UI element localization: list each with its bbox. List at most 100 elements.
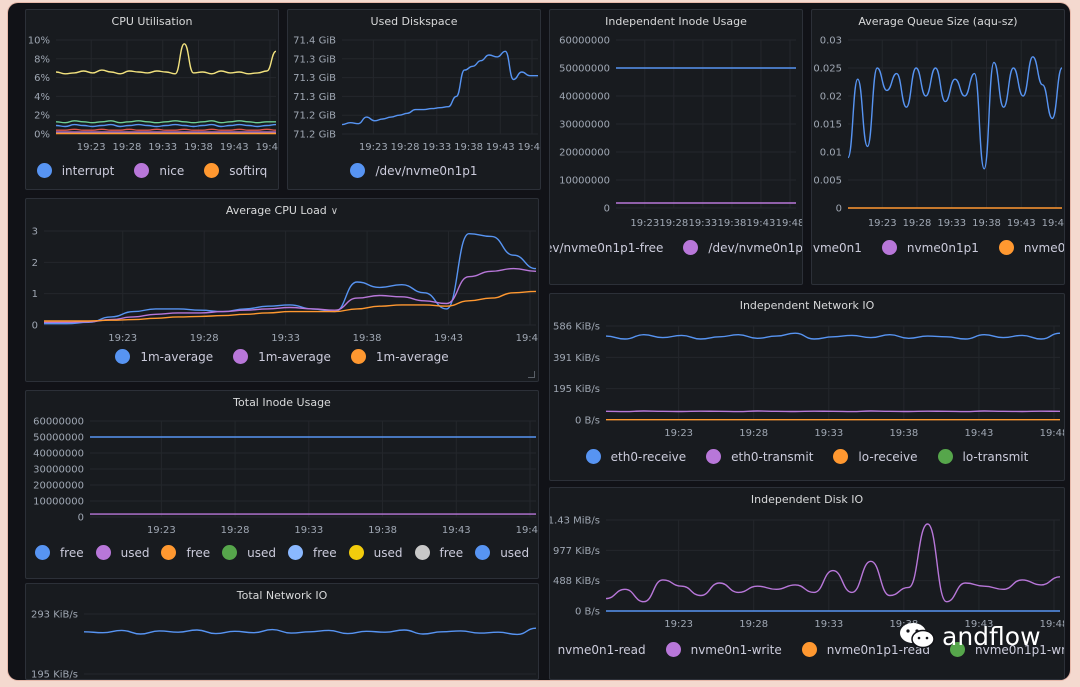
legend-item[interactable]: used: [475, 545, 529, 560]
legend-item[interactable]: /dev/nvme0n1p1-used: [683, 240, 802, 255]
wechat-icon: [900, 623, 935, 649]
y-tick-label: 0.02: [820, 92, 842, 103]
panel-title[interactable]: Independent Inode Usage: [550, 15, 802, 28]
panel-totinode[interactable]: Total Inode Usage 60000000 50000000 4000000…: [25, 390, 539, 579]
chart-totinode[interactable]: 60000000 50000000 40000000 30000000 20000000…: [26, 391, 539, 579]
x-tick-label: 19:28: [391, 142, 420, 153]
y-tick-label: 30000000: [559, 120, 610, 131]
legend-label: interrupt: [61, 163, 115, 178]
panel-avgload[interactable]: Average CPU Load ∨ 3 2 1 0 19:23 19:28 19:33 19:3…: [25, 198, 539, 382]
chart-indisk[interactable]: 1.43 MiB/s 977 KiB/s 488 KiB/s 0 B/s 19:23 19…: [550, 488, 1065, 680]
series-line-0: [44, 232, 537, 325]
x-tick-label: 19:38: [718, 218, 747, 229]
y-tick-label: 0%: [34, 130, 50, 141]
resize-handle[interactable]: [528, 371, 535, 378]
legend-label: free: [313, 545, 337, 560]
panel-cpu[interactable]: CPU Utilisation 10% 8% 6% 4% 2% 0% 19:23 19:28 19…: [25, 9, 279, 190]
chart-disk[interactable]: 71.4 GiB 71.3 GiB 71.3 GiB 71.3 GiB 71.2 GiB…: [288, 10, 541, 190]
legend-label: 1m-average: [375, 349, 449, 364]
panel-title[interactable]: Average CPU Load ∨: [26, 204, 538, 217]
panel-title[interactable]: Total Network IO: [26, 589, 538, 602]
legend-label: nvme0n1p1: [1023, 240, 1065, 255]
panel-title[interactable]: CPU Utilisation: [26, 15, 278, 28]
legend-item[interactable]: free: [161, 545, 210, 560]
y-tick-label: 60000000: [33, 417, 84, 428]
legend-item[interactable]: eth0-receive: [585, 449, 687, 464]
legend-item[interactable]: /dev/nvme0n1p1: [350, 163, 478, 178]
panel-disk[interactable]: Used Diskspace 71.4 GiB 71.3 GiB 71.3 GiB 71…: [287, 9, 541, 190]
legend-item[interactable]: used: [222, 545, 276, 560]
x-tick-label: 19:48: [516, 525, 539, 536]
chart-queue[interactable]: 0.03 0.025 0.02 0.015 0.01 0.005 0 19:23 19:28 19…: [812, 10, 1065, 285]
y-tick-label: 60000000: [559, 36, 610, 47]
legend-item[interactable]: used: [348, 545, 403, 560]
y-tick-label: 71.2 GiB: [293, 111, 336, 122]
legend-label: free: [439, 545, 464, 560]
chart-totnet[interactable]: 293 KiB/s 195 KiB/s: [26, 584, 539, 680]
legend-label: nvme0n1p1: [906, 240, 979, 255]
x-tick-label: 19:48: [776, 218, 803, 229]
legend-item[interactable]: nice: [134, 163, 184, 178]
x-tick-label: 19:48: [1040, 619, 1065, 630]
panel-title[interactable]: Independent Network IO: [550, 299, 1064, 312]
chart-indnet[interactable]: 586 KiB/s 391 KiB/s 195 KiB/s 0 B/s 19:23 19:…: [550, 294, 1065, 481]
panel-queue[interactable]: Average Queue Size (aqu-sz) 0.03 0.025 0.02…: [811, 9, 1065, 285]
legend-item[interactable]: nvme0n1p1-write: [950, 642, 1064, 657]
x-tick-label: 19:38: [368, 525, 397, 536]
legend-label: used: [247, 545, 276, 560]
legend-item[interactable]: nvme0n1p1-read: [801, 642, 930, 657]
panel-indisk[interactable]: Independent Disk IO 1.43 MiB/s 977 KiB/s 48…: [549, 487, 1065, 680]
legend-item[interactable]: free: [288, 545, 337, 560]
legend-label: nvme0n1-write: [690, 642, 782, 657]
legend-item[interactable]: /dev/nvme0n1p1-free: [550, 240, 663, 255]
legend-item[interactable]: eth0-transmit: [706, 449, 813, 464]
y-tick-label: 8%: [34, 54, 50, 65]
legend-item[interactable]: used: [95, 545, 150, 560]
legend-item[interactable]: nvme0n1p1: [881, 240, 979, 255]
panel-ind-inode[interactable]: Independent Inode Usage 60000000 50000000 4…: [549, 9, 803, 285]
legend-item[interactable]: nvme0n1-read: [550, 642, 646, 657]
legend-item[interactable]: lo-receive: [833, 449, 918, 464]
legend-item[interactable]: nvme0n1p1: [998, 240, 1065, 255]
x-tick-label: 19:33: [271, 333, 300, 344]
legend-item[interactable]: nvme0n1: [812, 240, 862, 255]
chart-ind-inode[interactable]: 60000000 50000000 40000000 30000000 20000000…: [550, 10, 803, 285]
x-tick-label: 19:33: [814, 428, 843, 439]
legend-item[interactable]: nvme0n1-write: [665, 642, 782, 657]
legend-item[interactable]: softirq: [204, 163, 267, 178]
legend-swatch: [937, 449, 953, 464]
chevron-down-icon[interactable]: ∨: [330, 206, 339, 217]
panel-title-text: Independent Network IO: [739, 299, 875, 312]
legend-item[interactable]: 1m-average: [233, 349, 331, 364]
y-tick-label: 6%: [34, 73, 50, 84]
legend-item[interactable]: 1m-average: [115, 349, 213, 364]
legend-item[interactable]: lo-transmit: [937, 449, 1028, 464]
legend-swatch: [36, 163, 52, 178]
panel-totnet[interactable]: Total Network IO 293 KiB/s 195 KiB/s: [25, 583, 539, 680]
panel-title[interactable]: Independent Disk IO: [550, 493, 1064, 506]
legend: /dev/nvme0n1p1: [288, 163, 540, 178]
legend-label: eth0-receive: [610, 449, 687, 464]
legend-label: /dev/nvme0n1p1: [375, 163, 478, 178]
y-tick-label: 0: [32, 321, 38, 332]
panel-indnet[interactable]: Independent Network IO 586 KiB/s 391 KiB/s…: [549, 293, 1065, 481]
x-tick-label: 19:23: [630, 218, 659, 229]
legend-item[interactable]: interrupt: [36, 163, 115, 178]
legend-label: used: [120, 545, 150, 560]
y-tick-label: 0: [604, 204, 610, 215]
series-line-0: [605, 523, 1061, 603]
legend-item[interactable]: 1m-average: [350, 349, 449, 364]
legend-item[interactable]: free: [34, 545, 84, 560]
y-tick-label: 0.03: [820, 36, 842, 47]
x-tick-label: 19:33: [688, 218, 717, 229]
legend-item[interactable]: free: [414, 545, 464, 560]
legend-swatch: [801, 642, 817, 657]
y-tick-label: 71.4 GiB: [293, 36, 336, 47]
panel-title[interactable]: Used Diskspace: [288, 15, 540, 28]
panel-title[interactable]: Total Inode Usage: [26, 396, 538, 409]
panel-title[interactable]: Average Queue Size (aqu-sz): [812, 15, 1064, 28]
chart-avgload[interactable]: 3 2 1 0 19:23 19:28 19:33 19:38 19:43 19:48: [26, 199, 539, 382]
legend: nvme0n1 nvme0n1p1 nvme0n1p1: [812, 240, 1064, 255]
series-line-2: [55, 123, 277, 128]
chart-cpu[interactable]: 10% 8% 6% 4% 2% 0% 19:23 19:28 19:33 19:38 19:43 19…: [26, 10, 279, 190]
